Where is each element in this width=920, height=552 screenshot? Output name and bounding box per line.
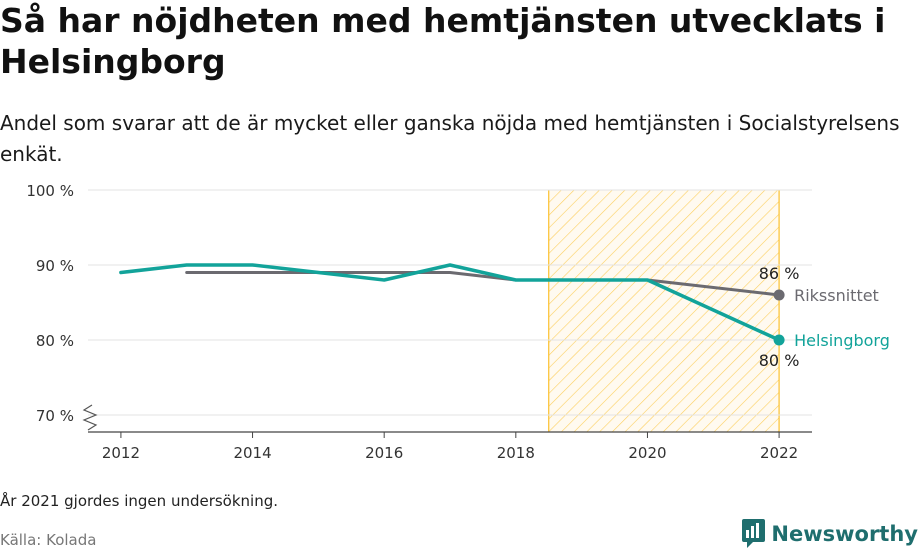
series-line-helsingborg [119,263,781,342]
highlight-area [548,190,780,432]
chart-title: Så har nöjdheten med hemtjänsten utveckl… [0,1,886,81]
series-label-helsingborg: Helsingborg [794,331,890,350]
x-tick-label: 2014 [233,444,271,462]
value-label-rikssnittet: 86 % [759,264,800,283]
line-chart: 70 % 80 % 90 % 100 % 2012 2014 2016 2018 2020 20… [26,182,890,462]
brand-logo[interactable]: Newsworthy [741,518,918,549]
series-label-rikssnittet: Rikssnittet [794,286,879,305]
source-credit: Källa: Kolada [0,531,97,549]
y-tick-label: 90 % [36,257,74,275]
endpoint-helsingborg [773,334,785,346]
brand-name: Newsworthy [771,521,918,546]
footnote: År 2021 gjordes ingen undersökning. [0,492,279,510]
y-tick-label: 70 % [36,407,74,425]
chart-subtitle: Andel som svarar att de är mycket eller … [0,111,900,166]
x-tick-label: 2012 [102,444,140,462]
x-tick-label: 2018 [497,444,535,462]
axis-break-marker [82,404,98,431]
endpoint-rikssnittet [773,289,785,301]
x-tick-label: 2022 [760,444,798,462]
x-tick-label: 2020 [628,444,666,462]
y-tick-label: 80 % [36,332,74,350]
y-tick-label: 100 % [26,182,74,200]
newsworthy-icon [742,519,766,548]
value-label-helsingborg: 80 % [759,351,800,370]
x-tick-label: 2016 [365,444,403,462]
